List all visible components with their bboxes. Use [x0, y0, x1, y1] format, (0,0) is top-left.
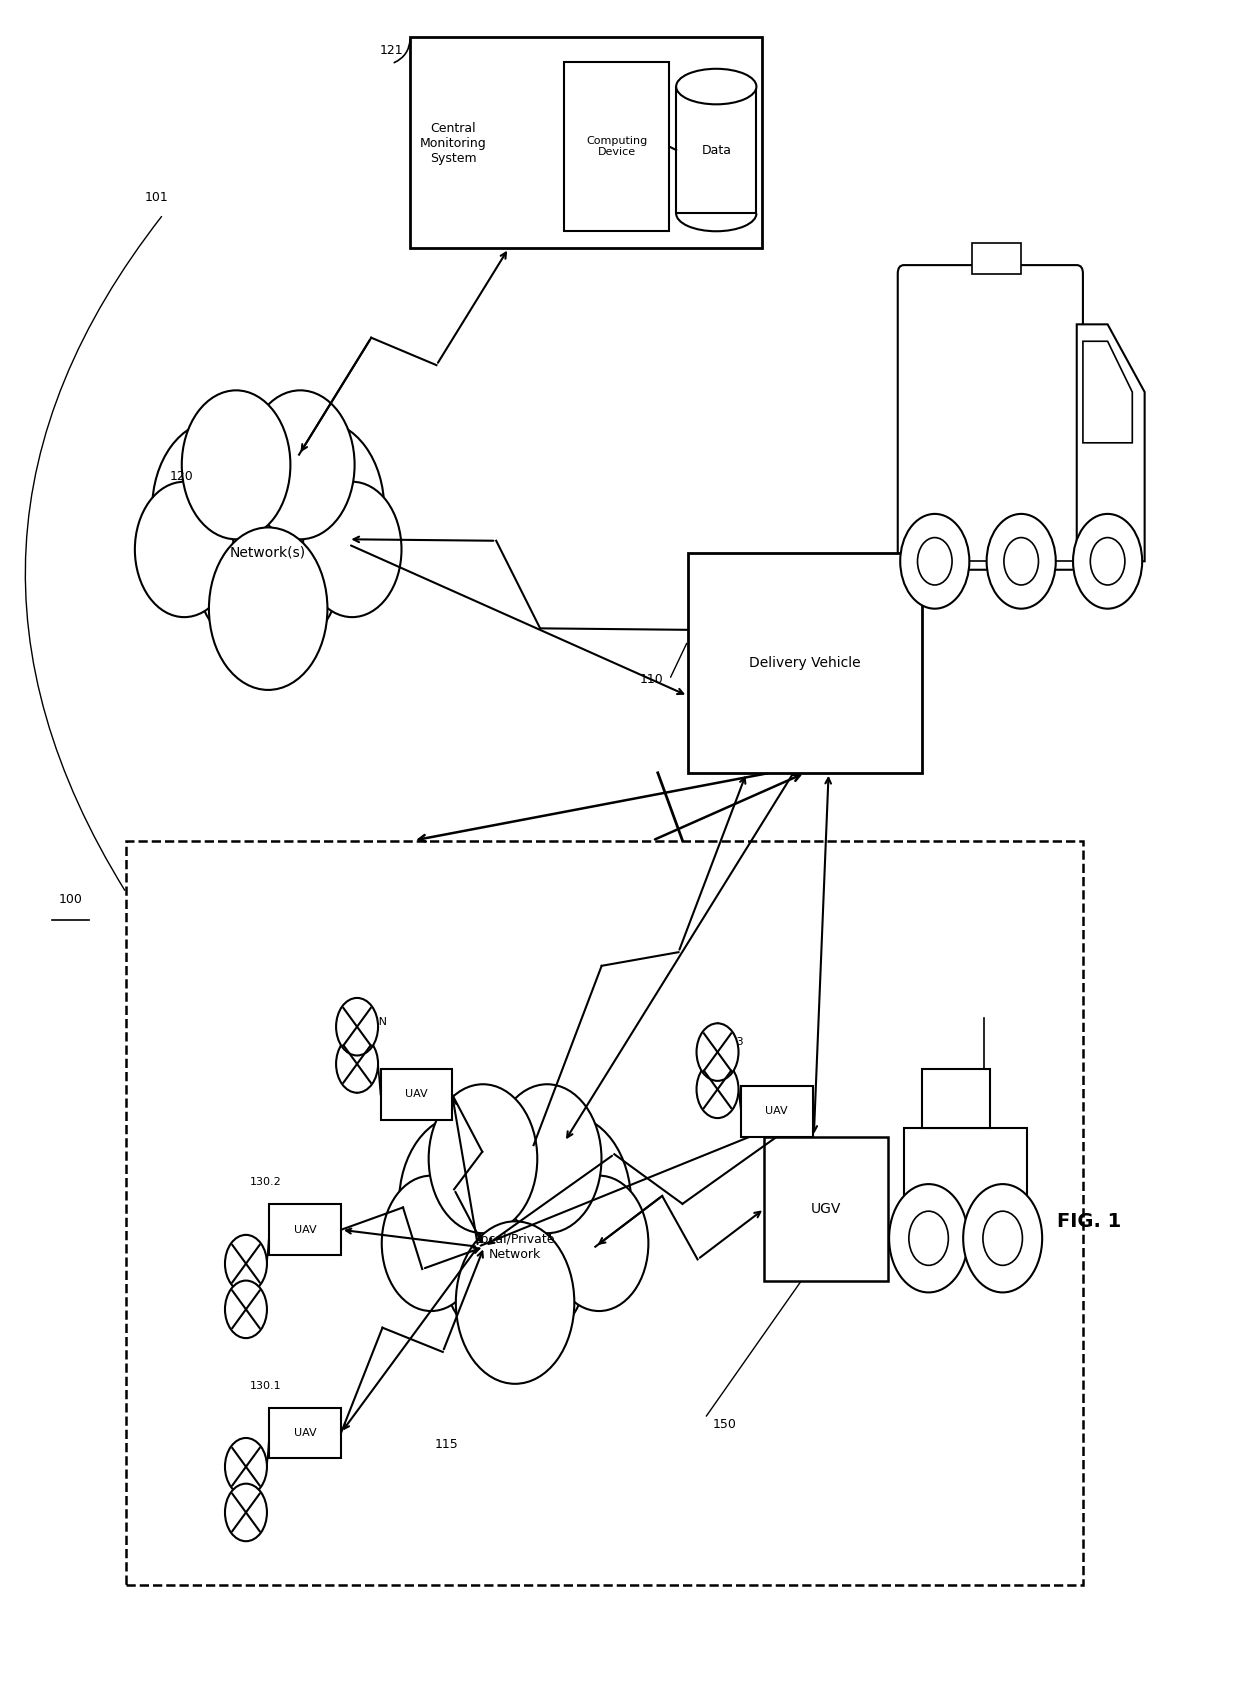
Bar [381, 1070, 453, 1119]
Text: 100: 100 [58, 893, 83, 907]
Text: UAV: UAV [765, 1107, 789, 1116]
Circle shape [224, 1484, 267, 1542]
Circle shape [1004, 538, 1038, 586]
Bar [564, 63, 670, 231]
Circle shape [224, 1438, 267, 1496]
Text: 115: 115 [435, 1438, 459, 1452]
Bar [904, 1127, 1028, 1238]
Circle shape [429, 1085, 537, 1233]
Text: Central
Monitoring
System: Central Monitoring System [420, 122, 487, 165]
Circle shape [153, 421, 280, 596]
Text: FIG. 1: FIG. 1 [1056, 1212, 1121, 1231]
Circle shape [697, 1061, 739, 1117]
FancyBboxPatch shape [898, 265, 1083, 571]
Circle shape [1090, 538, 1125, 586]
Circle shape [382, 1175, 481, 1311]
Circle shape [224, 1280, 267, 1338]
Circle shape [399, 1114, 527, 1290]
Circle shape [1073, 514, 1142, 608]
Circle shape [255, 421, 384, 596]
Polygon shape [1083, 341, 1132, 443]
Text: 150: 150 [713, 1418, 737, 1431]
Circle shape [208, 528, 327, 689]
Text: 120: 120 [170, 470, 193, 484]
Bar [269, 1204, 341, 1255]
Circle shape [697, 1024, 739, 1082]
Text: 101: 101 [145, 190, 169, 204]
Text: 130.3: 130.3 [713, 1037, 744, 1048]
Ellipse shape [676, 70, 756, 104]
Bar [764, 1136, 888, 1280]
Text: UAV: UAV [294, 1224, 316, 1234]
Bar [676, 87, 756, 214]
Bar [126, 841, 1083, 1586]
Text: Data: Data [702, 144, 732, 156]
Circle shape [246, 391, 355, 540]
Text: Network(s): Network(s) [231, 545, 306, 560]
Circle shape [182, 391, 290, 540]
Circle shape [192, 448, 345, 657]
Circle shape [909, 1211, 949, 1265]
Circle shape [224, 1234, 267, 1292]
Circle shape [502, 1114, 631, 1290]
Bar [688, 554, 923, 773]
Circle shape [963, 1184, 1042, 1292]
Circle shape [439, 1141, 591, 1352]
Text: UGV: UGV [811, 1202, 841, 1216]
Text: Delivery Vehicle: Delivery Vehicle [749, 655, 861, 669]
Text: 130.2: 130.2 [249, 1177, 281, 1187]
Bar [923, 1070, 991, 1127]
Text: 121: 121 [379, 44, 403, 56]
Bar [742, 1087, 812, 1136]
Text: 130.1: 130.1 [249, 1380, 281, 1391]
Circle shape [456, 1221, 574, 1384]
Circle shape [900, 514, 970, 608]
Text: 130.N: 130.N [355, 1017, 388, 1027]
Circle shape [492, 1085, 601, 1233]
Text: Local/Private
Network: Local/Private Network [475, 1233, 556, 1260]
Bar [972, 243, 1022, 273]
Circle shape [889, 1184, 968, 1292]
Text: UAV: UAV [405, 1090, 428, 1099]
Circle shape [135, 482, 233, 616]
Circle shape [987, 514, 1055, 608]
Circle shape [918, 538, 952, 586]
Circle shape [336, 1036, 378, 1094]
Polygon shape [1076, 324, 1145, 562]
Circle shape [336, 998, 378, 1056]
Text: 122: 122 [559, 39, 583, 51]
Bar [269, 1408, 341, 1459]
Circle shape [303, 482, 402, 616]
Text: UAV: UAV [294, 1428, 316, 1438]
Text: 123: 123 [713, 39, 737, 51]
Circle shape [549, 1175, 649, 1311]
Text: 110: 110 [640, 672, 663, 686]
Bar [410, 37, 761, 248]
Text: Computing
Device: Computing Device [587, 136, 647, 158]
Circle shape [983, 1211, 1023, 1265]
